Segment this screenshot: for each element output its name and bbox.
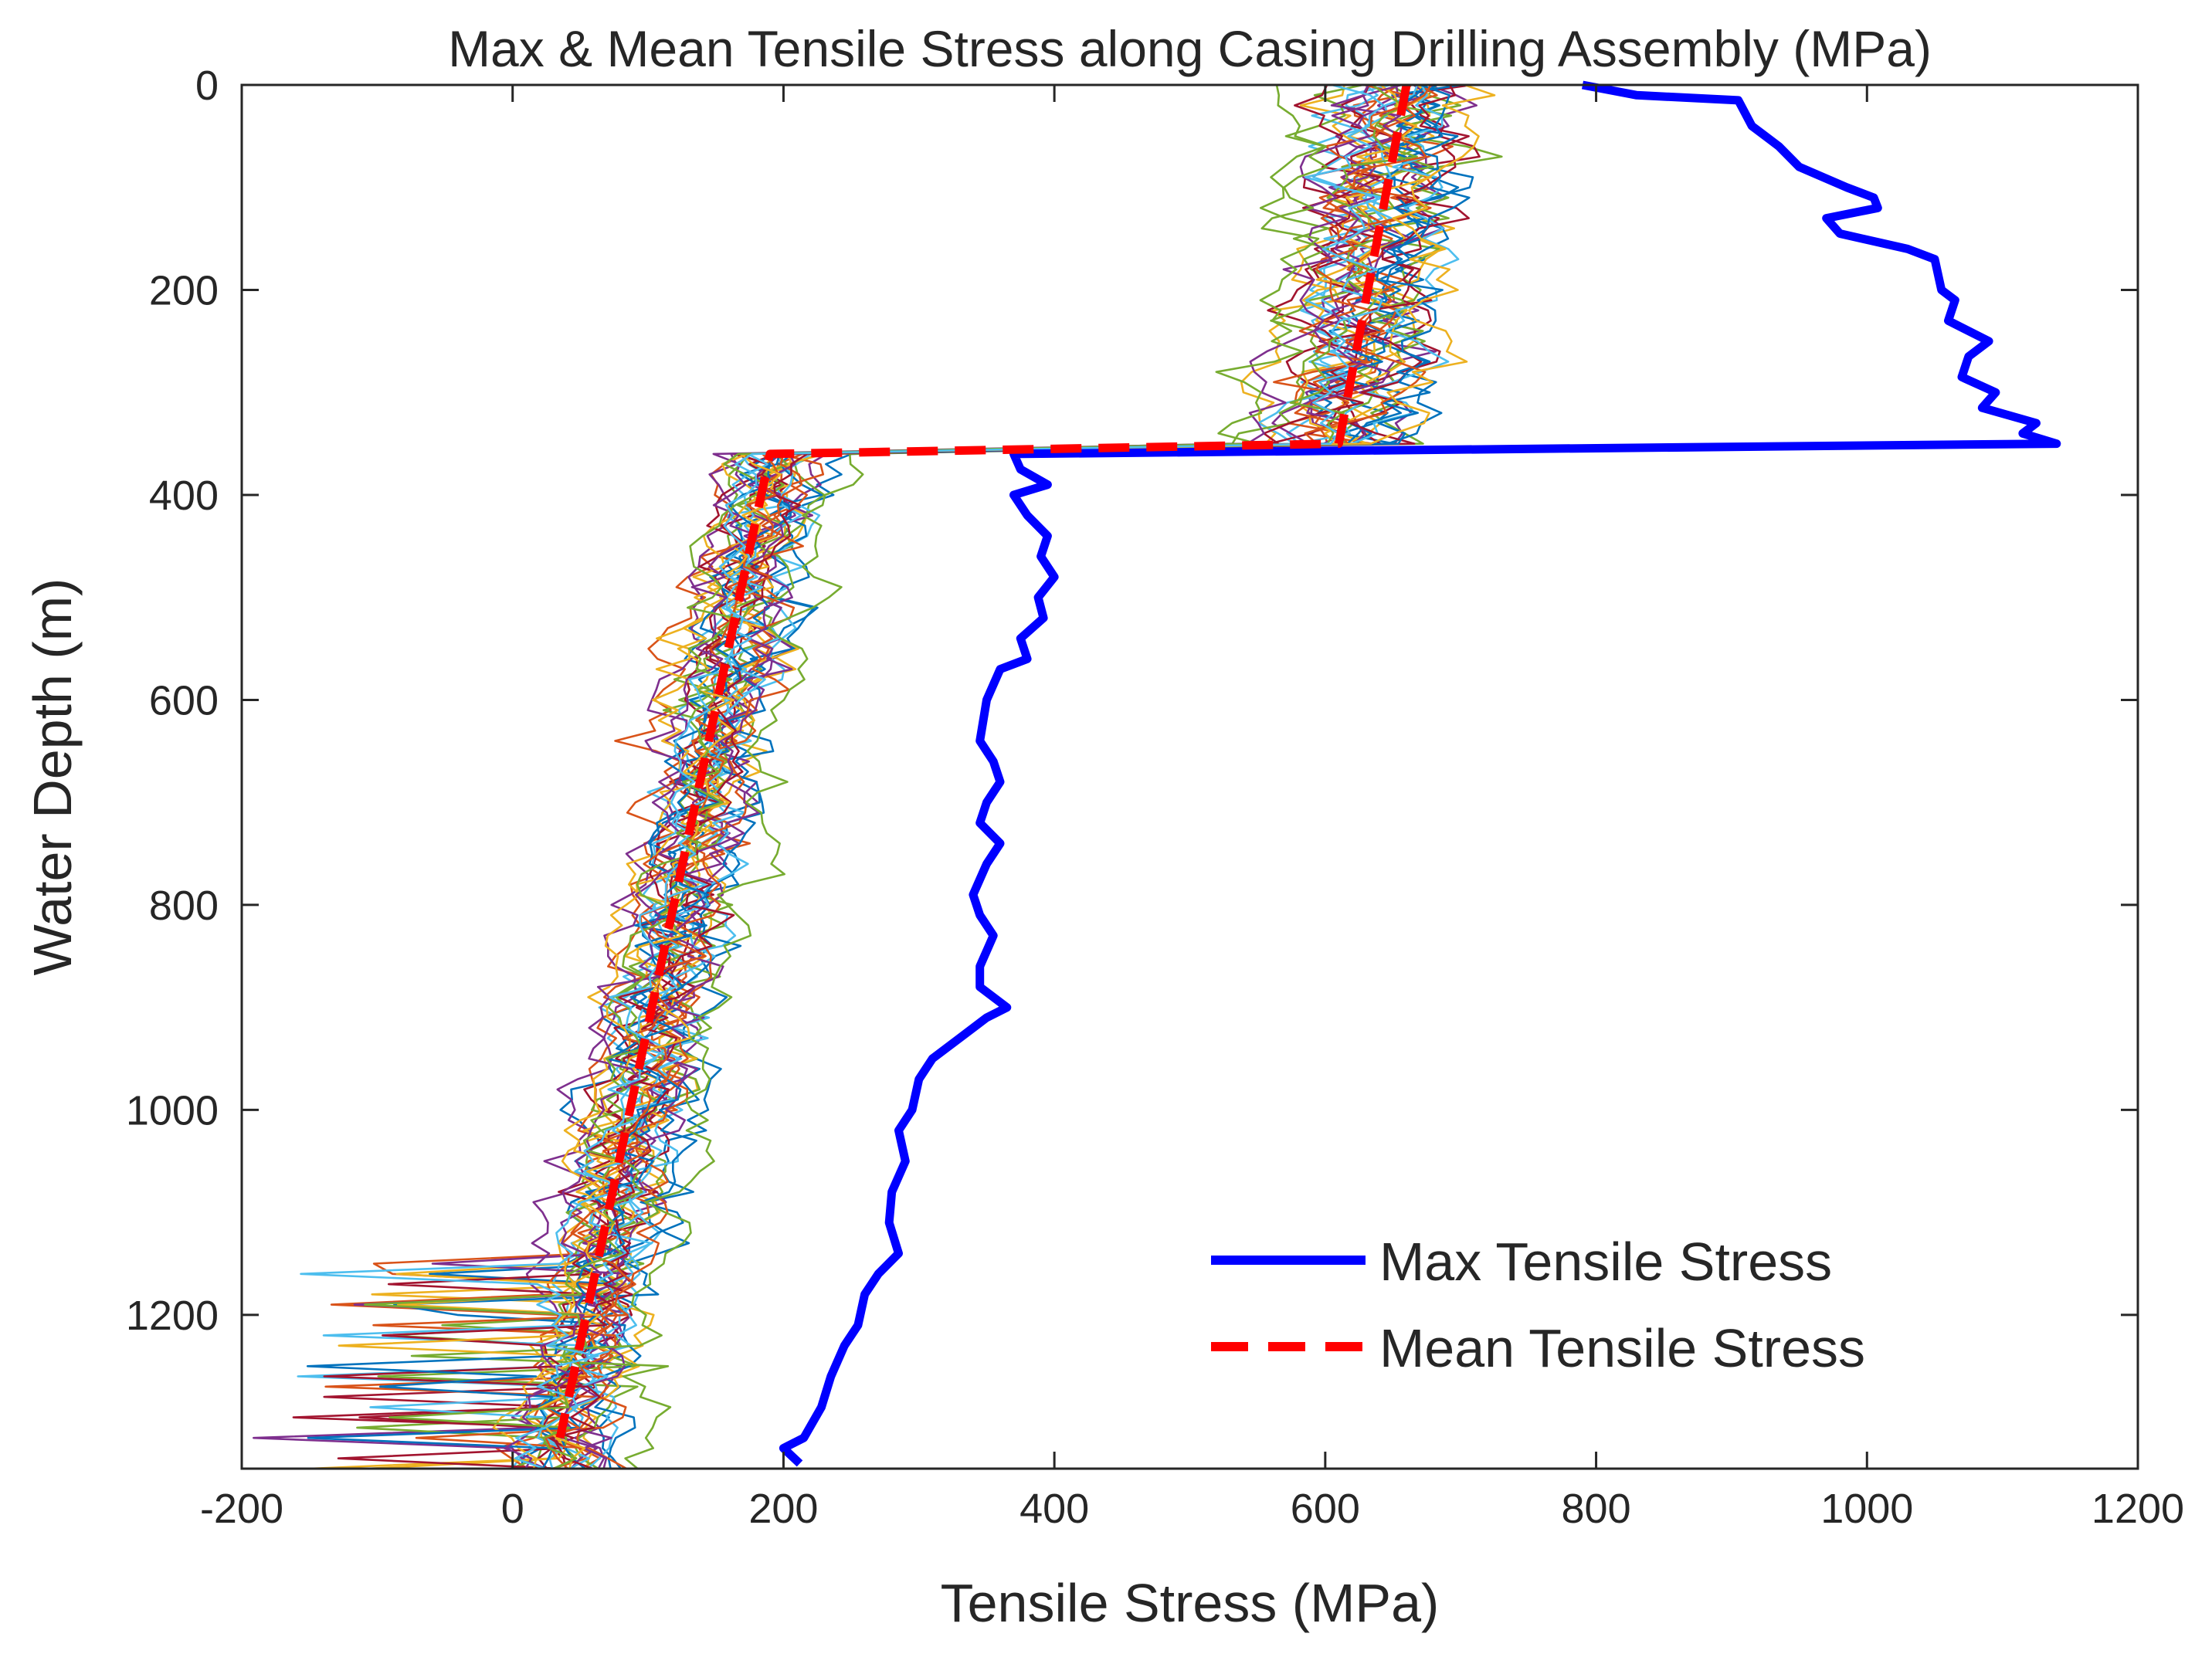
- legend: Max Tensile Stress Mean Tensile Stress: [1211, 1232, 1865, 1378]
- y-axis-label: Water Depth (m): [22, 578, 83, 976]
- realization-line: [544, 84, 1432, 1469]
- x-tick-label: -200: [200, 1486, 283, 1532]
- realization-line: [324, 83, 1438, 1470]
- ticks-layer: -200 0 200 400 600 800 1000 1200 0 200 400 600 800 10…: [126, 63, 2184, 1532]
- realization-line: [372, 83, 1416, 1470]
- y-tick-label: 800: [149, 883, 219, 929]
- y-tick-label: 400: [149, 473, 219, 519]
- realization-line: [306, 83, 1471, 1469]
- chart-title: Max & Mean Tensile Stress along Casing D…: [448, 20, 1932, 77]
- y-tick-label: 200: [149, 267, 219, 313]
- x-tick-label: 1000: [1820, 1486, 1913, 1532]
- max-tensile-stress-line: [779, 80, 2061, 1467]
- legend-max-label: Max Tensile Stress: [1379, 1232, 1832, 1292]
- realizations-layer: [253, 83, 1503, 1470]
- realization-line: [300, 83, 1385, 1470]
- legend-mean-label: Mean Tensile Stress: [1379, 1318, 1865, 1378]
- mean-tensile-stress-line: [555, 83, 1411, 1439]
- series-layer: [555, 80, 2061, 1467]
- x-axis-label: Tensile Stress (MPa): [941, 1573, 1440, 1633]
- y-tick-label: 600: [149, 677, 219, 724]
- y-tick-label: 1000: [126, 1087, 219, 1134]
- x-tick-label: 1200: [2092, 1486, 2184, 1532]
- x-tick-label: 200: [748, 1486, 818, 1532]
- y-tick-label: 1200: [126, 1293, 219, 1339]
- plot-frame: [240, 83, 2139, 1470]
- x-tick-label: 400: [1019, 1486, 1089, 1532]
- x-tick-label: 600: [1291, 1486, 1360, 1532]
- x-tick-label: 800: [1562, 1486, 1631, 1532]
- y-tick-label: 0: [195, 63, 219, 109]
- realization-line: [322, 84, 1460, 1469]
- realization-line: [353, 84, 1370, 1469]
- x-tick-label: 0: [501, 1486, 524, 1532]
